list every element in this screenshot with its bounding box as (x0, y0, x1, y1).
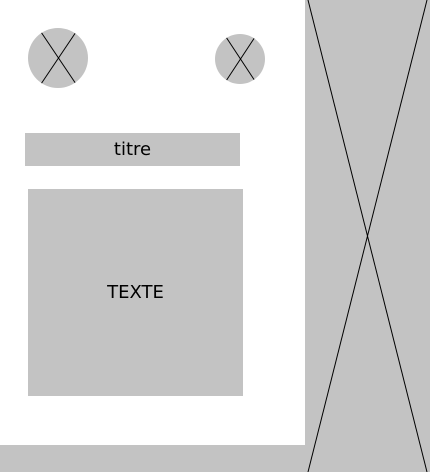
text-block: TEXTE (28, 189, 243, 396)
avatar-placeholder-left (28, 28, 88, 88)
title-bar: titre (25, 133, 240, 166)
title-label: titre (113, 139, 152, 160)
avatar-placeholder-right (215, 34, 265, 84)
text-block-label: TEXTE (107, 282, 164, 303)
image-cross-icon (307, 0, 428, 472)
side-image-placeholder (305, 0, 430, 472)
image-cross-icon (40, 31, 77, 85)
image-cross-icon (225, 36, 256, 82)
